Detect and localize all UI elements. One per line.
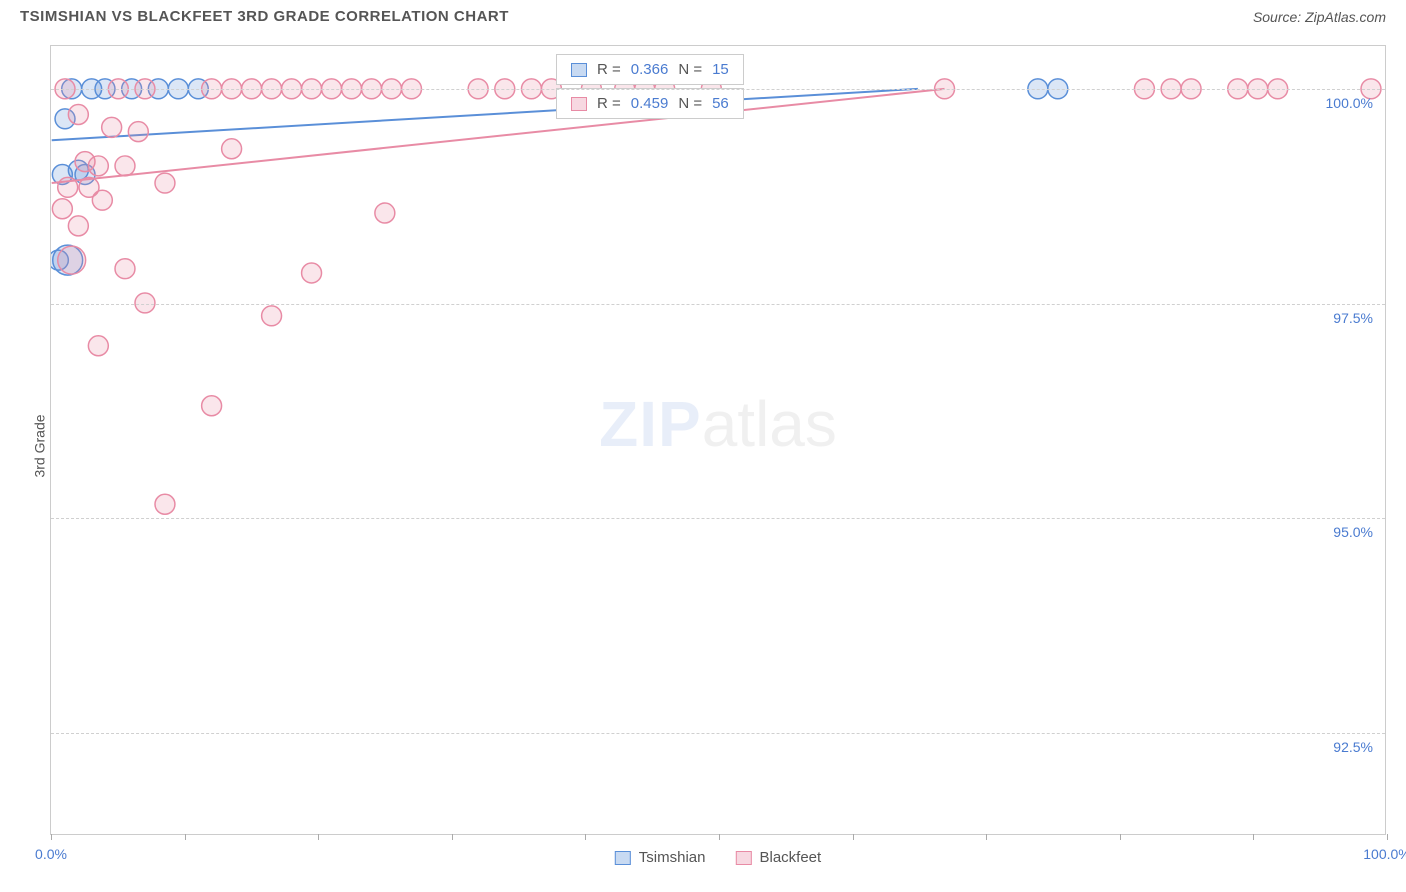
n-label: N = — [678, 95, 702, 112]
data-point — [302, 263, 322, 283]
data-point — [262, 306, 282, 326]
data-point — [128, 122, 148, 142]
r-value-blackfeet: 0.459 — [631, 95, 669, 112]
data-point — [92, 190, 112, 210]
data-point — [222, 139, 242, 159]
x-tick — [185, 834, 186, 840]
legend-swatch-blackfeet — [735, 851, 751, 865]
x-tick — [1120, 834, 1121, 840]
chart-source: Source: ZipAtlas.com — [1253, 9, 1386, 25]
legend-item-blackfeet: Blackfeet — [735, 849, 821, 866]
bottom-legend: Tsimshian Blackfeet — [615, 849, 821, 866]
x-tick — [452, 834, 453, 840]
chart-title: TSIMSHIAN VS BLACKFEET 3RD GRADE CORRELA… — [20, 8, 509, 25]
x-tick — [853, 834, 854, 840]
x-tick — [1253, 834, 1254, 840]
r-value-tsimshian: 0.366 — [631, 61, 669, 78]
data-point — [155, 173, 175, 193]
y-tick-label: 95.0% — [1333, 524, 1373, 540]
y-tick-label: 100.0% — [1326, 95, 1373, 111]
data-point — [52, 199, 72, 219]
gridline — [51, 89, 1385, 90]
series-stats-blackfeet: R = 0.459 N = 56 — [556, 88, 744, 119]
gridline — [51, 304, 1385, 305]
x-tick — [719, 834, 720, 840]
r-label: R = — [597, 61, 621, 78]
data-point — [375, 203, 395, 223]
chart-header: TSIMSHIAN VS BLACKFEET 3RD GRADE CORRELA… — [0, 0, 1406, 29]
data-point — [102, 117, 122, 137]
n-value-tsimshian: 15 — [712, 61, 729, 78]
r-label: R = — [597, 95, 621, 112]
gridline — [51, 518, 1385, 519]
y-tick-label: 92.5% — [1333, 739, 1373, 755]
legend-label-blackfeet: Blackfeet — [759, 849, 821, 866]
data-point — [115, 156, 135, 176]
x-tick — [51, 834, 52, 840]
x-tick — [318, 834, 319, 840]
chart-plot-area: ZIPatlas R = 0.366 N = 15 R = 0.459 N = … — [50, 45, 1386, 835]
x-tick-label: 100.0% — [1363, 846, 1406, 862]
data-point — [155, 494, 175, 514]
x-tick — [585, 834, 586, 840]
series-stats-tsimshian: R = 0.366 N = 15 — [556, 54, 744, 85]
data-point — [88, 336, 108, 356]
swatch-blackfeet — [571, 97, 587, 111]
n-label: N = — [678, 61, 702, 78]
legend-item-tsimshian: Tsimshian — [615, 849, 706, 866]
data-point — [58, 246, 86, 274]
x-tick — [986, 834, 987, 840]
y-axis-label: 3rd Grade — [32, 414, 48, 477]
swatch-tsimshian — [571, 63, 587, 77]
x-tick — [1387, 834, 1388, 840]
data-point — [115, 259, 135, 279]
data-point — [88, 156, 108, 176]
n-value-blackfeet: 56 — [712, 95, 729, 112]
data-point — [68, 216, 88, 236]
legend-swatch-tsimshian — [615, 851, 631, 865]
data-point — [68, 105, 88, 125]
data-point — [202, 396, 222, 416]
y-tick-label: 97.5% — [1333, 310, 1373, 326]
gridline — [51, 733, 1385, 734]
legend-label-tsimshian: Tsimshian — [639, 849, 706, 866]
x-tick-label: 0.0% — [35, 846, 67, 862]
trend-line — [52, 89, 945, 183]
scatter-plot-svg — [51, 46, 1385, 834]
